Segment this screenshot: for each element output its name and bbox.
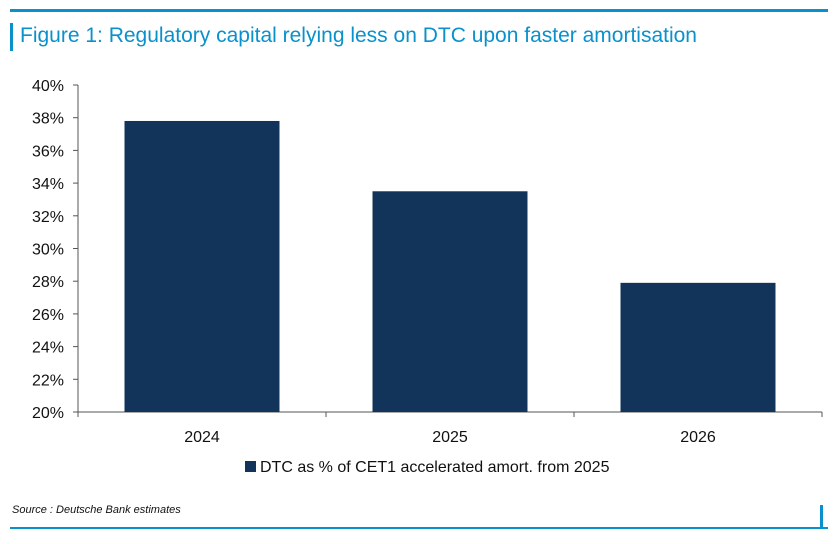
y-tick-label: 40%: [32, 78, 64, 95]
top-rule: [10, 9, 828, 12]
y-tick-label: 28%: [32, 274, 64, 291]
x-tick-label: 2024: [184, 429, 220, 446]
chart-title: Figure 1: Regulatory capital relying les…: [20, 24, 697, 47]
bars: [124, 120, 776, 412]
bar-2026: [620, 282, 776, 412]
y-tick-label: 32%: [32, 209, 64, 226]
y-tick-label: 24%: [32, 340, 64, 357]
legend-label: DTC as % of CET1 accelerated amort. from…: [260, 459, 610, 476]
y-tick-label: 34%: [32, 176, 64, 193]
y-tick-label: 38%: [32, 111, 64, 128]
x-axis: 2024 2025 2026: [77, 411, 823, 446]
x-tick-label: 2025: [432, 429, 468, 446]
bar-2024: [124, 120, 280, 412]
bottom-accent-bar: [820, 505, 823, 529]
y-tick-label: 36%: [32, 143, 64, 160]
legend: DTC as % of CET1 accelerated amort. from…: [245, 459, 610, 476]
legend-swatch: [245, 461, 256, 472]
title-accent-bar: [10, 23, 13, 51]
y-tick-label: 22%: [32, 372, 64, 389]
y-tick-label: 26%: [32, 307, 64, 324]
source-note: Source : Deutsche Bank estimates: [12, 504, 181, 516]
bottom-rule: [10, 527, 828, 529]
y-axis: 20% 22% 24% 26% 28% 30% 32% 34% 36% 38% 40%: [32, 78, 79, 422]
x-tick-label: 2026: [680, 429, 716, 446]
y-tick-label: 30%: [32, 242, 64, 259]
y-tick-label: 20%: [32, 405, 64, 422]
bar-2025: [372, 191, 528, 412]
